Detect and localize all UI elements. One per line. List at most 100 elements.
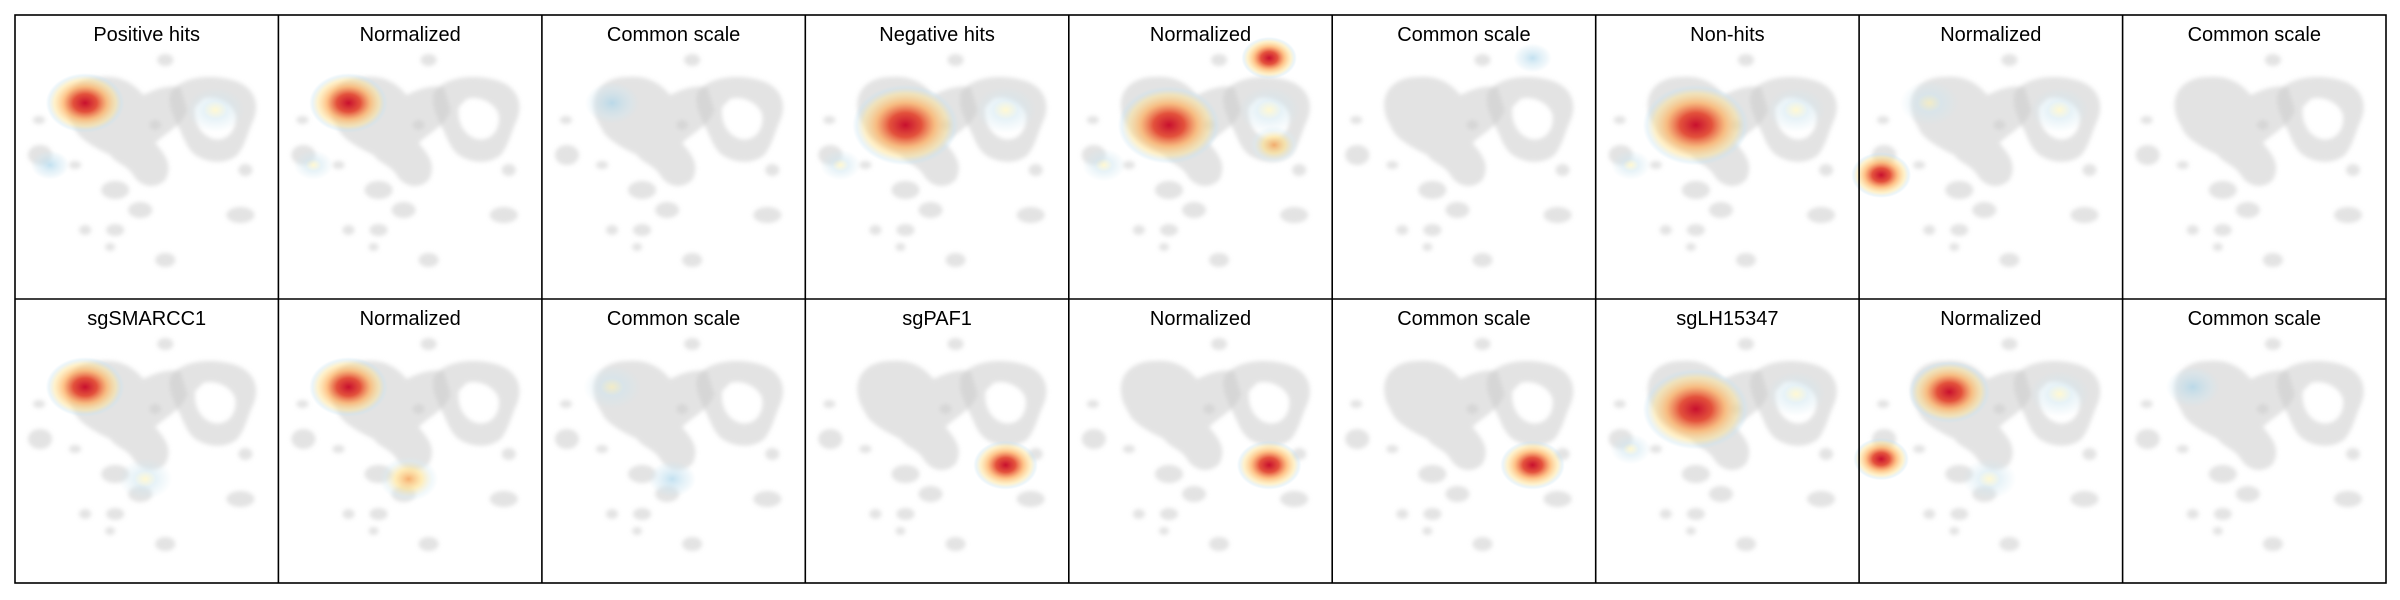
cell-island xyxy=(501,448,516,460)
cell-island xyxy=(332,445,345,453)
cell-island xyxy=(149,120,162,130)
cell-island xyxy=(420,338,437,350)
cell-cluster-ring xyxy=(2277,77,2364,162)
umap-embedding xyxy=(818,54,1047,267)
panel: Normalized xyxy=(1853,308,2101,551)
cell-island xyxy=(1737,338,1754,350)
cell-island xyxy=(226,207,255,223)
panel: Normalized xyxy=(291,308,520,551)
density-hotspot xyxy=(293,150,334,180)
cell-island xyxy=(33,400,46,408)
cell-island xyxy=(105,527,116,535)
cell-island xyxy=(1659,509,1672,519)
cell-island xyxy=(676,404,689,414)
cell-island xyxy=(369,508,388,520)
density-hotspot xyxy=(974,86,1037,134)
cell-island xyxy=(1543,491,1572,507)
density-hotspot xyxy=(2029,371,2090,417)
cell-island xyxy=(628,181,657,199)
cell-island xyxy=(226,491,255,507)
density-hotspot xyxy=(584,82,640,124)
cell-island xyxy=(296,400,309,408)
umap-embedding xyxy=(1345,338,1574,551)
cell-island xyxy=(155,537,176,551)
cell-island xyxy=(1211,338,1228,350)
cell-island xyxy=(412,404,425,414)
cell-island xyxy=(2333,207,2363,223)
cell-island xyxy=(368,243,379,251)
cell-island xyxy=(1159,224,1178,236)
cell-island xyxy=(1819,448,1834,460)
cell-island xyxy=(1993,120,2006,130)
cell-island xyxy=(2262,537,2283,551)
panel-title: Common scale xyxy=(607,308,740,330)
cell-island xyxy=(765,448,780,460)
panel-title: Negative hits xyxy=(879,24,995,46)
grid-frame xyxy=(14,14,2387,584)
cell-island xyxy=(823,116,836,124)
cell-island xyxy=(859,445,872,453)
cell-island xyxy=(342,509,355,519)
cell-island xyxy=(1028,164,1043,176)
density-hotspot xyxy=(1853,437,1909,481)
density-hotspot xyxy=(30,150,70,180)
cell-cluster-ring xyxy=(1223,361,1310,446)
cell-island xyxy=(1081,429,1106,449)
density-hotspot xyxy=(185,87,245,133)
cell-island xyxy=(2070,207,2099,223)
cell-island xyxy=(1913,161,1926,169)
cell-island xyxy=(1292,164,1307,176)
panel: Normalized xyxy=(1081,308,1310,551)
cell-island xyxy=(1203,404,1216,414)
cell-island xyxy=(1016,491,1045,507)
cell-island xyxy=(1877,400,1890,408)
cell-island xyxy=(2135,145,2160,165)
umap-embedding xyxy=(1081,338,1310,551)
cell-island xyxy=(2082,164,2097,176)
density-hotspot xyxy=(45,73,125,133)
cell-island xyxy=(753,491,782,507)
cell-island xyxy=(238,448,253,460)
panel-title: Normalized xyxy=(360,24,461,46)
density-hotspot xyxy=(309,357,388,417)
cell-cluster-ring xyxy=(1486,77,1574,162)
cell-island xyxy=(1181,486,1207,502)
cell-cluster-body xyxy=(857,360,978,471)
cell-island xyxy=(128,202,153,218)
panel-title: Non-hits xyxy=(1690,24,1764,46)
panel: Positive hits xyxy=(28,24,257,267)
cell-island xyxy=(559,400,572,408)
cell-island xyxy=(1423,224,1442,236)
cell-island xyxy=(33,116,46,124)
background-cells xyxy=(1081,338,1310,551)
cell-island xyxy=(69,445,82,453)
cell-island xyxy=(1681,181,1710,199)
panel: Normalized xyxy=(1851,24,2101,267)
cell-island xyxy=(2213,224,2232,236)
umap-embedding xyxy=(554,54,783,267)
cell-island xyxy=(859,161,872,169)
cell-island xyxy=(1154,181,1183,199)
density-hotspot xyxy=(1249,126,1299,164)
cell-island xyxy=(1807,207,1836,223)
cell-island xyxy=(918,486,943,502)
cell-island xyxy=(2262,253,2283,267)
cell-island xyxy=(947,338,964,350)
cell-island xyxy=(1949,243,1960,251)
cell-island xyxy=(1418,465,1447,483)
panel-title: Common scale xyxy=(1397,24,1530,46)
cell-island xyxy=(369,224,388,236)
panel: Non-hits xyxy=(1608,24,1837,267)
panel-title: sgPAF1 xyxy=(902,308,972,330)
cell-island xyxy=(1154,465,1183,483)
cell-island xyxy=(1659,225,1672,235)
density-hotspot xyxy=(1766,371,1826,417)
umap-embedding xyxy=(1081,36,1310,267)
cell-island xyxy=(1472,537,1493,551)
panel-title: Common scale xyxy=(607,24,740,46)
cell-island xyxy=(1999,253,2020,267)
cell-cluster-ring xyxy=(696,77,783,162)
cell-island xyxy=(1345,429,1370,449)
cell-cluster-ring xyxy=(432,77,520,162)
